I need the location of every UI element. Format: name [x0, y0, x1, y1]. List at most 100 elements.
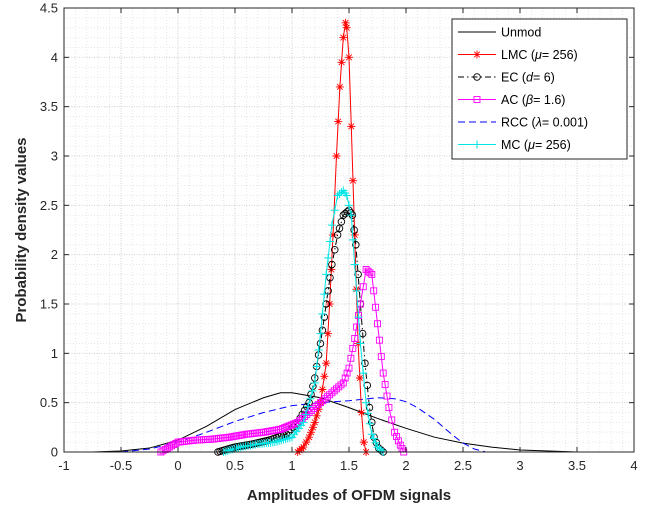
- series-marker: [375, 336, 383, 344]
- series-marker: [365, 419, 374, 428]
- series-marker: [332, 152, 341, 160]
- legend-label-part: = 0.001): [542, 116, 588, 130]
- x-axis-label: Amplitudes of OFDM signals: [247, 487, 451, 504]
- series-marker: [326, 391, 334, 399]
- series-1: [120, 397, 486, 453]
- series-marker: [343, 369, 351, 377]
- series-marker: [361, 359, 369, 367]
- series-marker: [302, 438, 311, 447]
- series-marker: [314, 346, 323, 355]
- series-marker: [285, 433, 294, 442]
- series-marker: [372, 303, 380, 311]
- series-marker: [337, 381, 345, 389]
- series-marker: [350, 226, 358, 234]
- series-marker: [221, 447, 230, 456]
- series-marker: [321, 395, 329, 403]
- x-tick-label: 2: [402, 458, 409, 473]
- series-marker: [308, 386, 317, 395]
- series-marker: [320, 372, 329, 381]
- series-marker: [330, 206, 339, 215]
- series-marker: [349, 344, 357, 352]
- series-marker: [335, 189, 344, 198]
- legend-label-part: EC (: [501, 71, 527, 85]
- legend-label-part: μ: [534, 48, 542, 62]
- series-marker: [339, 379, 347, 387]
- y-tick-label: 2.5: [40, 198, 58, 213]
- series-marker: [328, 260, 336, 269]
- y-tick-label: 3: [51, 149, 58, 164]
- series-marker: [314, 401, 322, 409]
- series-marker: [345, 364, 353, 372]
- legend-label-part: RCC (: [501, 116, 537, 130]
- series-marker: [342, 23, 351, 32]
- y-tick-label: 4: [51, 50, 58, 65]
- series-marker: [335, 224, 344, 233]
- series-marker: [333, 191, 342, 200]
- series-marker: [333, 231, 342, 239]
- legend-marker: [473, 50, 481, 59]
- series-marker: [345, 201, 353, 210]
- series-marker: [357, 408, 366, 417]
- series-marker: [352, 241, 360, 249]
- series-marker: [377, 353, 385, 361]
- y-tick-label: 0: [51, 445, 58, 460]
- series-marker: [379, 369, 387, 377]
- series-marker: [354, 270, 362, 279]
- x-tick-label: 3.5: [568, 458, 586, 473]
- series-marker: [330, 387, 338, 395]
- series-marker: [334, 117, 343, 126]
- legend-label-part: λ: [535, 116, 542, 130]
- series-marker: [383, 392, 391, 400]
- series-marker: [320, 290, 329, 299]
- series-marker: [394, 437, 402, 445]
- series-marker: [369, 434, 378, 443]
- series-marker: [318, 385, 327, 394]
- series-marker: [277, 436, 286, 445]
- series-marker: [273, 437, 282, 446]
- y-tick-label: 3.5: [40, 99, 58, 114]
- legend-label-part: μ: [527, 138, 535, 152]
- series-marker: [355, 374, 364, 382]
- series-marker: [364, 409, 372, 418]
- series-marker: [377, 446, 386, 455]
- legend-label-part: = 256): [535, 138, 571, 152]
- series-5: [219, 186, 388, 456]
- series-marker: [335, 383, 343, 391]
- series-marker: [381, 381, 389, 389]
- series-marker: [359, 369, 368, 378]
- legend-box: [451, 18, 628, 160]
- legend-label: RCC (λ= 0.001): [501, 116, 588, 130]
- series-marker: [328, 389, 336, 397]
- series-marker: [279, 435, 288, 444]
- series-marker: [326, 237, 334, 246]
- series-marker: [275, 436, 284, 445]
- series-marker: [161, 446, 169, 453]
- legend-label-part: MC (: [501, 138, 529, 152]
- x-tick-label: 2.5: [454, 458, 472, 473]
- series-marker: [165, 443, 173, 451]
- series-marker: [299, 418, 308, 427]
- series-marker: [341, 374, 349, 382]
- series-marker: [346, 208, 355, 217]
- legend-label-part: LMC (: [501, 48, 536, 62]
- series-marker: [232, 444, 241, 453]
- y-tick-label: 1: [51, 346, 58, 361]
- series-marker: [307, 428, 315, 437]
- series-marker: [226, 446, 235, 455]
- series-line: [120, 397, 486, 453]
- series-marker: [367, 430, 376, 439]
- series-marker: [393, 433, 400, 440]
- series-marker: [368, 418, 376, 427]
- series-marker: [283, 434, 292, 443]
- series-marker: [306, 394, 315, 403]
- series-layer: [92, 18, 578, 456]
- series-marker: [322, 270, 331, 279]
- series-marker: [335, 82, 344, 91]
- series-marker: [223, 446, 232, 455]
- series-marker: [370, 287, 378, 295]
- legend-label-part: Unmod: [501, 26, 541, 40]
- series-marker: [362, 398, 371, 407]
- legend-label-part: AC (: [501, 93, 527, 107]
- series-marker: [350, 260, 359, 269]
